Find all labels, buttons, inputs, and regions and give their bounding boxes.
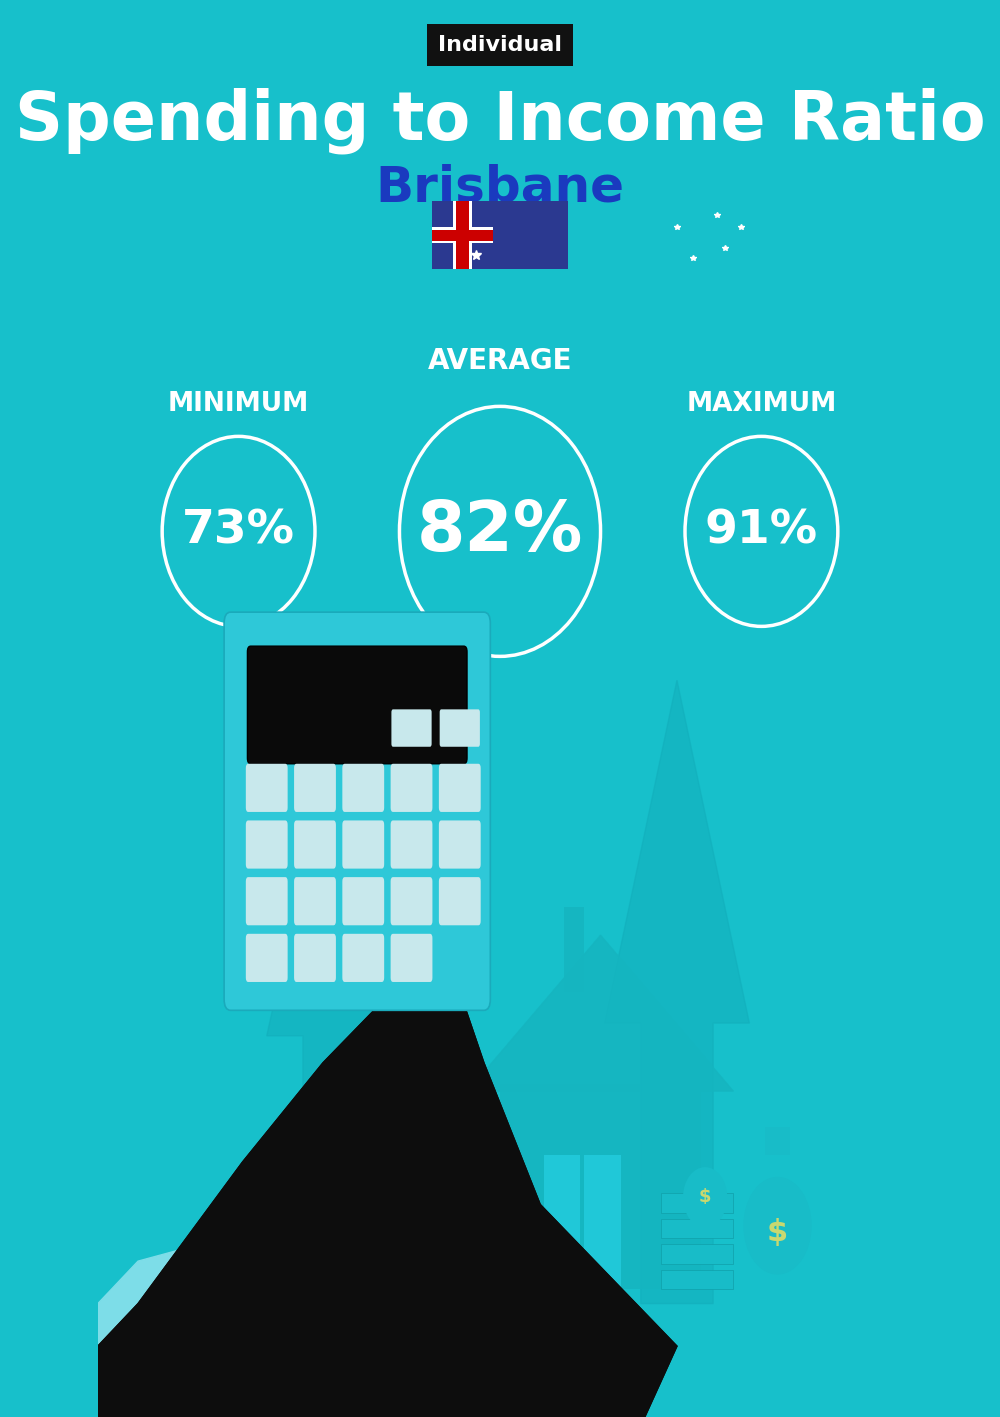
Text: AVERAGE: AVERAGE <box>428 347 572 376</box>
Bar <box>661 1219 733 1238</box>
FancyBboxPatch shape <box>439 764 481 812</box>
FancyBboxPatch shape <box>391 820 432 869</box>
Bar <box>564 907 584 992</box>
FancyBboxPatch shape <box>391 877 432 925</box>
FancyBboxPatch shape <box>246 877 288 925</box>
FancyBboxPatch shape <box>247 646 467 764</box>
Text: 91%: 91% <box>705 509 818 554</box>
Polygon shape <box>98 1233 299 1374</box>
FancyBboxPatch shape <box>342 877 384 925</box>
FancyBboxPatch shape <box>294 934 336 982</box>
Polygon shape <box>98 964 452 1417</box>
Bar <box>456 201 469 269</box>
FancyBboxPatch shape <box>342 764 384 812</box>
FancyBboxPatch shape <box>342 820 384 869</box>
FancyBboxPatch shape <box>432 201 568 269</box>
FancyBboxPatch shape <box>440 710 480 747</box>
Ellipse shape <box>683 1168 727 1227</box>
FancyBboxPatch shape <box>246 764 288 812</box>
Polygon shape <box>299 992 677 1417</box>
FancyBboxPatch shape <box>294 877 336 925</box>
Bar <box>765 1127 790 1155</box>
FancyBboxPatch shape <box>294 764 336 812</box>
Polygon shape <box>468 935 733 1091</box>
Text: MAXIMUM: MAXIMUM <box>686 391 837 417</box>
Bar <box>432 230 493 241</box>
Polygon shape <box>323 1275 621 1417</box>
Bar <box>500 1084 701 1289</box>
FancyBboxPatch shape <box>439 877 481 925</box>
Bar <box>453 201 472 269</box>
Text: Spending to Income Ratio: Spending to Income Ratio <box>15 88 985 153</box>
Text: MINIMUM: MINIMUM <box>168 391 309 417</box>
Polygon shape <box>605 680 749 1304</box>
Bar <box>661 1193 733 1213</box>
FancyBboxPatch shape <box>439 820 481 869</box>
Bar <box>544 1155 580 1289</box>
Polygon shape <box>267 708 412 1304</box>
Polygon shape <box>98 964 452 1417</box>
Bar <box>432 227 493 244</box>
Text: Brisbane: Brisbane <box>376 163 624 211</box>
FancyBboxPatch shape <box>342 934 384 982</box>
FancyBboxPatch shape <box>294 820 336 869</box>
Text: 73%: 73% <box>182 509 295 554</box>
FancyBboxPatch shape <box>391 710 432 747</box>
Text: 82%: 82% <box>417 497 583 565</box>
Bar <box>456 201 469 269</box>
FancyBboxPatch shape <box>391 934 432 982</box>
FancyBboxPatch shape <box>246 934 288 982</box>
Text: $: $ <box>699 1189 711 1206</box>
Bar <box>584 1155 621 1289</box>
Bar <box>661 1270 733 1289</box>
Bar <box>661 1244 733 1264</box>
FancyBboxPatch shape <box>246 820 288 869</box>
FancyBboxPatch shape <box>391 764 432 812</box>
Text: Individual: Individual <box>438 35 562 55</box>
Polygon shape <box>299 992 677 1417</box>
Bar <box>432 230 493 241</box>
Ellipse shape <box>743 1178 812 1274</box>
FancyBboxPatch shape <box>224 612 490 1010</box>
Text: $: $ <box>767 1219 788 1247</box>
